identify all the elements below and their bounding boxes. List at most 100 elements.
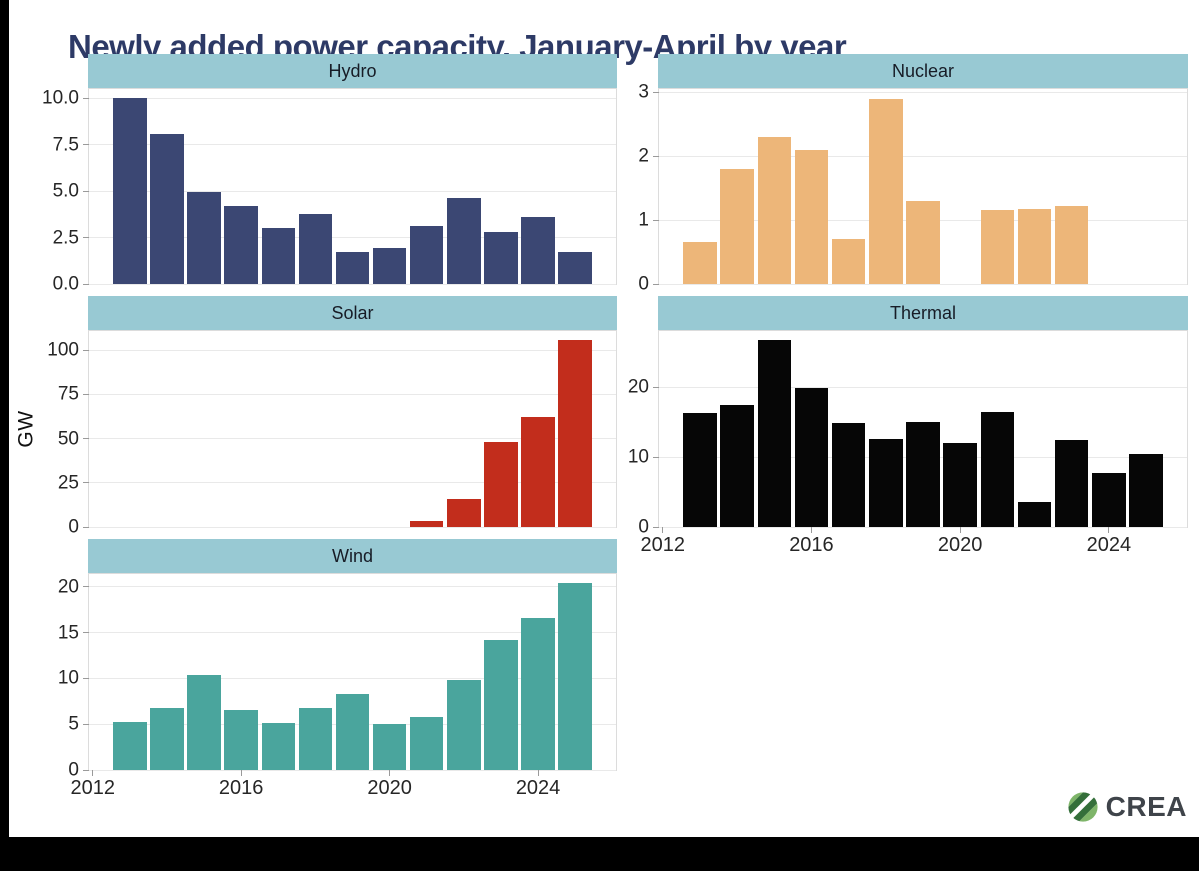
panel-thermal-header: Thermal [658,296,1188,330]
x-tick-label: 2012 [70,777,115,799]
bar-hydro-2024 [521,217,555,284]
x-tick-mark [537,770,539,776]
bar-thermal-2020 [943,442,977,527]
y-tick-mark [83,349,89,351]
bar-thermal-2025 [1129,453,1163,527]
y-tick-mark [83,237,89,239]
y-tick-label: 0.0 [52,273,79,295]
bar-thermal-2016 [794,387,829,527]
panel-hydro-title: Hydro [328,60,377,81]
bar-wind-2014 [150,707,184,770]
y-tick-label: 10 [627,446,649,468]
y-tick-label: 5.0 [52,180,79,202]
y-tick-mark [83,438,89,440]
x-tick-mark [240,770,242,776]
bar-thermal-2015 [757,340,791,527]
y-tick-mark [83,769,89,771]
y-tick-label: 20 [57,576,79,598]
y-tick-mark [83,526,89,528]
bar-wind-2025 [558,583,592,770]
x-tick-label: 2024 [515,777,561,799]
panel-nuclear-title: Nuclear [891,60,955,81]
y-tick-label: 1 [638,209,649,231]
x-tick-label: 2020 [937,534,983,556]
y-tick-label: 2 [638,145,649,167]
x-tick-label: 2012 [640,534,685,556]
panel-wind-title: Wind [331,545,373,566]
bar-nuclear-2013 [683,242,717,284]
y-axis-title-container: GW [9,330,45,528]
x-tick-label: 2020 [367,777,412,799]
y-tick-mark [83,586,89,588]
gridline [89,144,616,146]
hydro-chart: 0.0 2.5 5.0 7.5 10.0 [42,88,617,294]
bar-nuclear-2016 [794,149,829,284]
bar-thermal-2013 [683,413,717,527]
x-tick-label: 2016 [789,534,834,556]
y-tick-label: 3 [638,81,649,103]
panel-solar-header: Solar [88,296,617,330]
bar-nuclear-2018 [869,98,903,284]
panel-solar-title: Solar [331,302,374,323]
y-tick-mark [653,283,659,285]
bar-wind-2016 [224,709,258,770]
x-tick-mark [810,527,812,533]
y-tick-mark [83,632,89,634]
y-tick-label: 25 [57,472,79,494]
x-tick-mark [92,770,94,776]
wind-chart: 0 5 10 15 20 2012 2016 2020 2024 [58,573,617,798]
panel-wind-header: Wind [88,539,617,573]
bar-wind-2018 [298,707,333,770]
bar-nuclear-2023 [1055,206,1089,284]
crea-logo: CREA [1066,791,1187,823]
y-tick-label: 75 [57,383,79,405]
gridline [659,91,1187,93]
y-tick-mark [653,91,659,93]
panel-hydro: Hydro 0.0 2.5 5.0 7.5 10.0 [42,54,617,294]
y-tick-label: 50 [57,428,79,450]
gridline [89,677,616,679]
gridline [89,349,616,351]
bar-solar-2021 [410,521,444,527]
bar-wind-2022 [447,680,481,770]
bar-hydro-2025 [558,251,592,284]
gridline [89,190,616,192]
bar-solar-2023 [484,442,518,527]
y-tick-mark [83,393,89,395]
bar-wind-2021 [410,716,444,770]
gridline [89,526,616,528]
bar-hydro-2014 [150,133,184,284]
y-axis-title: GW [15,410,38,448]
bar-thermal-2018 [869,439,903,527]
bar-solar-2025 [558,340,592,527]
x-tick-label: 2016 [218,777,264,799]
y-tick-label: 100 [47,339,79,361]
gridline [659,155,1187,157]
bottom-black-border [0,837,1199,871]
x-tick-mark [1108,527,1110,533]
bar-hydro-2021 [410,226,444,284]
panel-thermal-title: Thermal [889,302,956,323]
bar-nuclear-2021 [980,210,1015,284]
bar-wind-2013 [113,722,147,770]
bar-nuclear-2015 [757,136,791,284]
y-tick-label: 10 [57,667,79,689]
bar-hydro-2018 [298,214,333,284]
y-tick-label: 10.0 [42,87,79,109]
y-tick-label: 20 [627,376,649,398]
x-tick-label: 2024 [1086,534,1132,556]
bar-solar-2022 [447,499,481,527]
bar-wind-2019 [335,693,370,770]
panel-nuclear: Nuclear 0 1 2 3 [638,54,1188,294]
bar-thermal-2022 [1017,501,1052,527]
bar-solar-2024 [521,417,555,527]
panel-wind: Wind 0 5 10 15 20 2012 2016 2020 2024 [58,539,617,798]
gridline [659,386,1187,388]
panel-hydro-header: Hydro [88,54,617,88]
y-tick-label: 5 [68,713,79,735]
bar-hydro-2017 [261,228,295,284]
bar-hydro-2015 [187,192,221,284]
bar-hydro-2022 [447,197,481,284]
nuclear-chart: 0 1 2 3 [638,83,1188,294]
